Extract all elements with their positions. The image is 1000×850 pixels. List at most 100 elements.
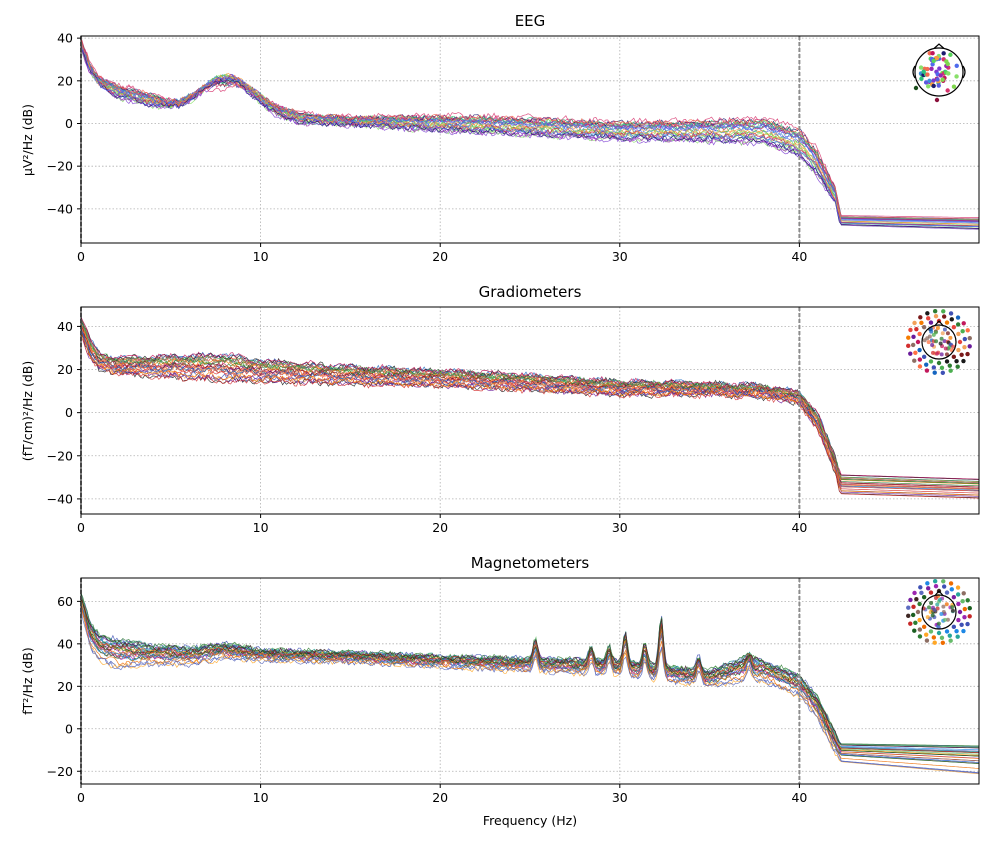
magnetometers-sensor-dot [944, 590, 950, 595]
eeg-channel-trace [80, 40, 979, 223]
gradiometers-sensor-dot [926, 340, 931, 345]
magnetometers-sensor-dot [967, 605, 972, 611]
gradiometers-sensor-dot [951, 354, 957, 360]
eeg-sensor-dot [921, 69, 926, 74]
magnetometers-channel-trace [80, 595, 980, 748]
gradiometers-sensor-dot [948, 368, 953, 373]
gradiometers-sensor-dot [939, 336, 944, 341]
gradiometers-sensor-dot [948, 335, 953, 340]
eeg-sensor-dot [931, 78, 936, 83]
eeg-sensor-dot [940, 77, 945, 82]
gradiometers-sensor-dot [956, 347, 961, 353]
eeg-sensor-dot [934, 55, 940, 61]
gradiometers-sensor-dot [944, 359, 950, 364]
magnetometers-sensor-dot [928, 629, 934, 634]
gradiometers-sensor-dot [965, 351, 970, 357]
magnetometers-sensor-dot [915, 609, 921, 615]
magnetometers-sensor-dot [944, 602, 949, 607]
gradiometers-panel-title: Gradiometers [479, 283, 582, 301]
magnetometers-sensor-dot [961, 628, 966, 634]
magnetometers-ticks: 0 10 20 30 40 −20 0 20 40 60 [47, 594, 808, 805]
eeg-sensor-dot [913, 85, 919, 91]
eeg-sensor-dot [937, 66, 942, 71]
magnetometers-sensor-dot [955, 634, 960, 639]
magnetometers-channel-trace [80, 609, 980, 774]
magnetometers-channel-trace [80, 598, 980, 756]
magnetometers-sensor-dot [954, 628, 959, 634]
eeg-sensor-dot [930, 51, 935, 56]
magnetometers-sensor-dot [906, 605, 911, 610]
eeg-channel-trace [80, 45, 980, 227]
magnetometers-head-outline [921, 594, 957, 630]
eeg-channel-trace [80, 36, 979, 218]
gradiometers-sensor-dot [936, 360, 942, 366]
eeg-y-tick-label: 0 [65, 116, 73, 131]
gradiometers-channel-trace [80, 331, 979, 496]
magnetometers-sensor-dot [906, 613, 911, 619]
gradiometers-sensor-dot [967, 335, 972, 341]
gradiometers-sensor-dot [911, 334, 916, 340]
magnetometers-sensor-dot [908, 597, 913, 603]
gradiometers-sensor-dot [924, 362, 929, 367]
eeg-y-tick-label: −20 [47, 159, 73, 174]
gradiometers-channel-trace [80, 321, 979, 483]
gradiometers-sensor-dot [961, 321, 966, 326]
magnetometers-channel-trace [80, 600, 980, 763]
eeg-sensor-dot [925, 84, 931, 89]
eeg-sensor-dot [948, 52, 953, 57]
magnetometers-channel-trace [80, 596, 980, 751]
magnetometers-y-tick-label: 60 [57, 594, 73, 609]
eeg-axes-frame [80, 35, 980, 244]
gradiometers-channel-trace [80, 327, 979, 490]
gradiometers-sensor-dot [941, 309, 946, 314]
magnetometers-y-tick-label: 0 [65, 721, 73, 736]
magnetometers-sensor-dot [965, 621, 970, 627]
magnetometers-sensor-dot [961, 591, 966, 596]
magnetometers-x-tick-label: 0 [77, 790, 85, 805]
magnetometers-sensor-dot [940, 640, 946, 645]
gradiometers-sensor-dot [927, 334, 932, 339]
eeg-x-tick-label: 40 [791, 249, 807, 264]
gradiometers-axes-frame [80, 306, 980, 515]
gradiometers-sensor-dot [908, 351, 913, 356]
eeg-channel-trace [80, 48, 980, 229]
gradiometers-sensor-dot [947, 363, 952, 368]
gradiometers-sensor-dot [925, 311, 930, 316]
magnetometers-channel-trace [80, 594, 979, 749]
magnetometers-sensor-dot [925, 615, 930, 620]
magnetometers-channel-trace [80, 601, 980, 762]
gradiometers-sensor-dot [912, 320, 917, 326]
eeg-x-tick-label: 20 [432, 249, 448, 264]
magnetometers-sensor-dot [939, 612, 944, 617]
gradiometers-channel-trace [80, 322, 980, 485]
magnetometers-channel-trace [80, 595, 980, 752]
gradiometers-channel-trace [80, 333, 980, 496]
gradiometers-sensor-dot [942, 339, 947, 344]
magnetometers-sensor-dot [956, 617, 961, 623]
gradiometers-sensor-dot [921, 354, 927, 360]
gradiometers-sensor-dot [954, 358, 959, 364]
magnetometers-sensor-dot [911, 604, 916, 610]
magnetometers-channel-trace [80, 603, 980, 764]
gradiometers-sensor-dot [939, 352, 944, 357]
magnetometers-sensor-dot [921, 624, 927, 630]
eeg-sensor-dot [945, 88, 950, 93]
magnetometers-sensor-dot [930, 613, 935, 618]
magnetometers-grid [80, 578, 979, 784]
magnetometers-sensor-dot [942, 617, 947, 622]
gradiometers-sensor-dot [938, 341, 943, 346]
gradiometers-sensor-dot [932, 309, 938, 314]
magnetometers-sensor-dot [933, 595, 938, 600]
eeg-x-tick-label: 10 [253, 249, 269, 264]
gradiometers-sensor-dot [931, 365, 937, 370]
eeg-y-tick-label: −40 [47, 201, 73, 216]
gradiometers-channel-trace [80, 328, 979, 491]
magnetometers-sensor-dot [912, 590, 917, 596]
eeg-panel-title: EEG [515, 12, 546, 30]
gradiometers-sensor-dot [940, 331, 945, 336]
gradiometers-sensor-dot [955, 364, 960, 369]
gradiometers-sensor-dot [955, 322, 961, 327]
magnetometers-sensor-dot [960, 598, 965, 604]
gradiometers-ticks: 0 10 20 30 40 −40 −20 0 20 40 [47, 319, 808, 535]
